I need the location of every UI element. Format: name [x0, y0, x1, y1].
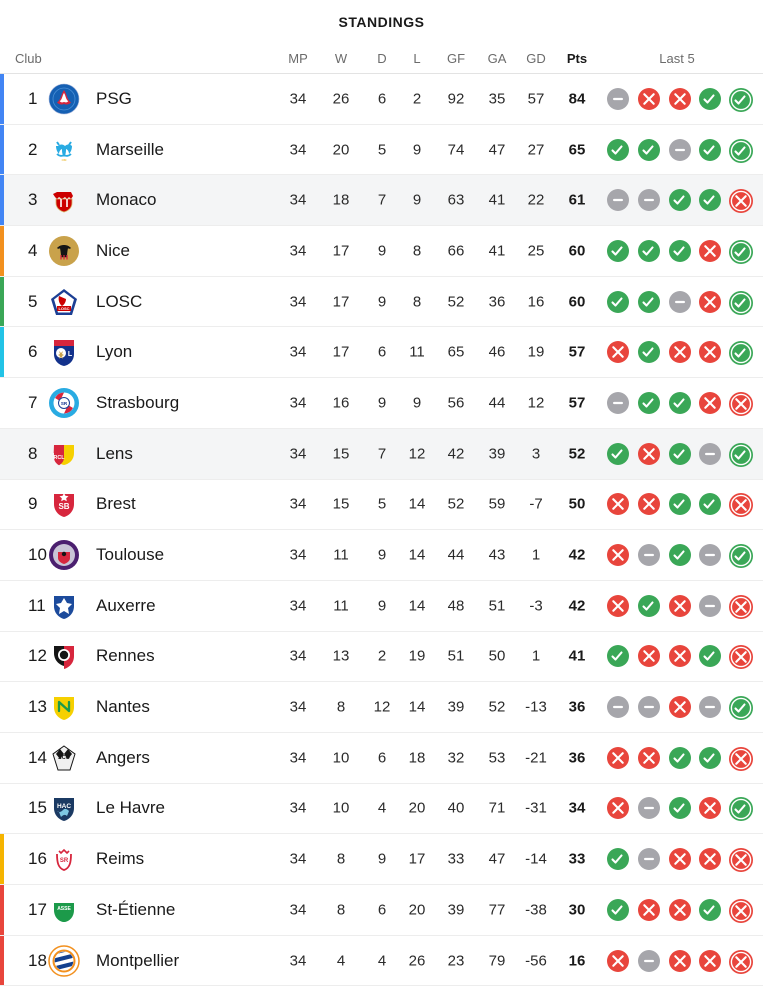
svg-text:SR: SR	[60, 858, 69, 864]
svg-text:SB: SB	[58, 502, 69, 511]
svg-text:LOSC: LOSC	[58, 306, 69, 311]
svg-text:ASSE: ASSE	[57, 906, 71, 912]
svg-text:RCL: RCL	[53, 455, 65, 461]
svg-text:OM: OM	[62, 158, 67, 162]
svg-text:L: L	[68, 351, 73, 358]
svg-text:SR: SR	[61, 401, 68, 406]
svg-text:SCO: SCO	[58, 755, 71, 761]
svg-text:HAC: HAC	[57, 803, 71, 810]
